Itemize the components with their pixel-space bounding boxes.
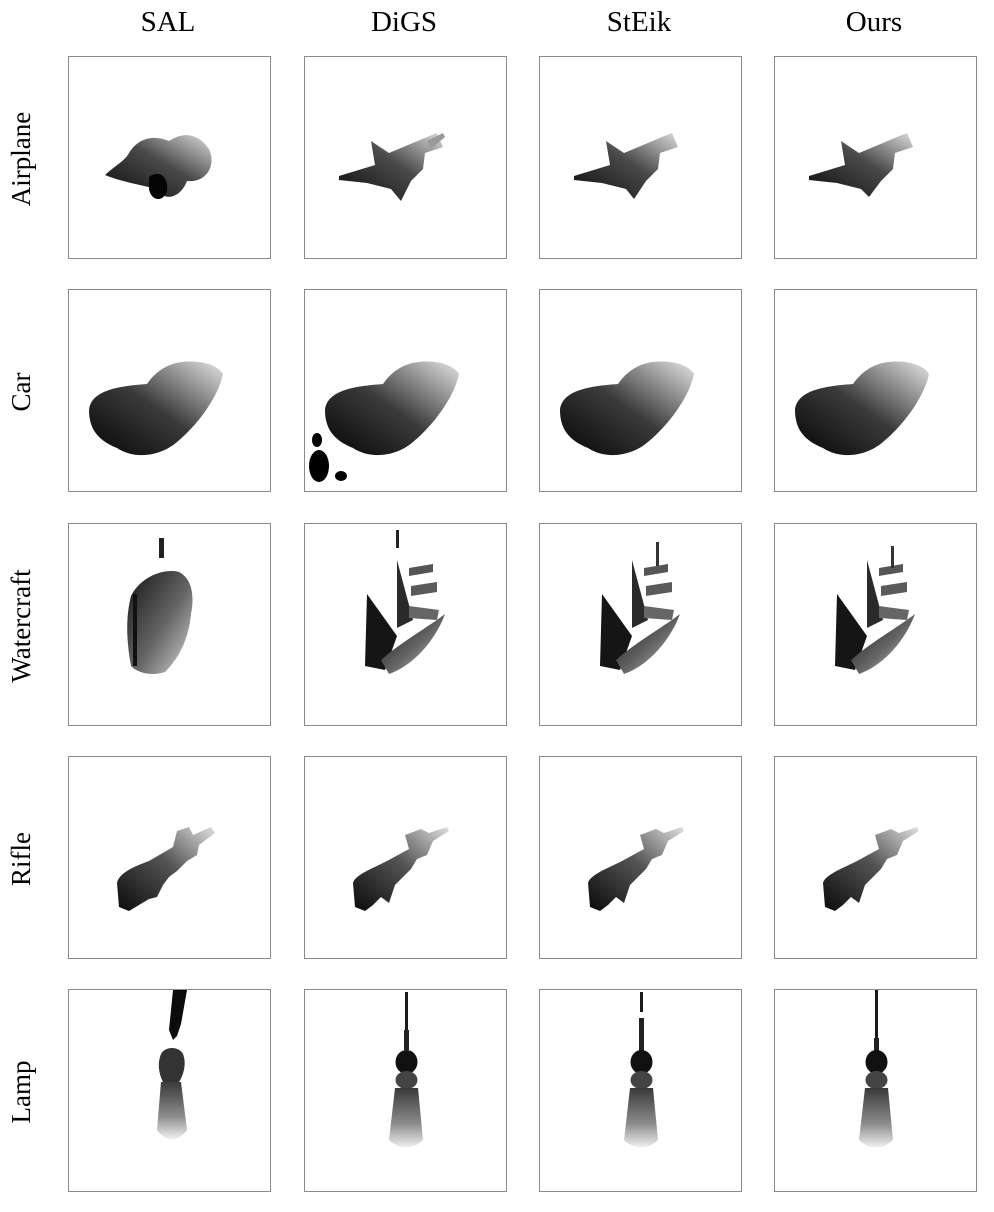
row-label-watercraft: Watercraft: [6, 569, 36, 683]
render-digs-airplane: [339, 133, 445, 201]
cell-digs-watercraft: [304, 523, 507, 726]
cell-sal-rifle: [68, 756, 271, 959]
column-header-sal: SAL: [140, 6, 196, 38]
row-label-car: Car: [6, 372, 36, 412]
render-steik-rifle: [588, 827, 684, 911]
cell-digs-car: [304, 289, 507, 492]
cell-steik-car: [539, 289, 742, 492]
render-sal-airplane: [105, 135, 212, 200]
render-ours-rifle: [823, 827, 919, 911]
cell-ours-watercraft: [774, 523, 977, 726]
cell-steik-airplane: [539, 56, 742, 259]
cell-digs-airplane: [304, 56, 507, 259]
cell-ours-airplane: [774, 56, 977, 259]
cell-digs-rifle: [304, 756, 507, 959]
cell-sal-lamp: [68, 989, 271, 1192]
render-ours-watercraft: [835, 546, 915, 674]
render-ours-lamp: [859, 990, 893, 1148]
column-header-digs: DiGS: [370, 6, 438, 38]
render-ours-airplane: [809, 133, 913, 197]
column-header-ours: Ours: [845, 6, 903, 38]
cell-ours-rifle: [774, 756, 977, 959]
render-digs-rifle: [353, 827, 449, 911]
cell-steik-rifle: [539, 756, 742, 959]
render-ours-car: [795, 361, 929, 456]
render-steik-lamp: [624, 992, 658, 1148]
column-header-steik: StEik: [606, 6, 672, 38]
render-digs-watercraft: [365, 530, 445, 674]
cell-sal-airplane: [68, 56, 271, 259]
cell-ours-lamp: [774, 989, 977, 1192]
render-sal-rifle: [117, 827, 215, 911]
render-steik-watercraft: [600, 542, 680, 674]
render-digs-car: [309, 361, 459, 482]
render-steik-car: [560, 361, 694, 456]
cell-digs-lamp: [304, 989, 507, 1192]
render-sal-watercraft: [127, 538, 193, 674]
render-steik-airplane: [574, 133, 678, 199]
cell-sal-car: [68, 289, 271, 492]
row-label-airplane: Airplane: [6, 111, 36, 207]
render-sal-car: [89, 361, 223, 456]
row-label-rifle: Rifle: [6, 832, 36, 886]
row-label-lamp: Lamp: [6, 1060, 36, 1124]
cell-ours-car: [774, 289, 977, 492]
cell-steik-watercraft: [539, 523, 742, 726]
render-digs-lamp: [389, 992, 423, 1148]
cell-steik-lamp: [539, 989, 742, 1192]
render-sal-lamp: [157, 990, 187, 1139]
cell-sal-watercraft: [68, 523, 271, 726]
